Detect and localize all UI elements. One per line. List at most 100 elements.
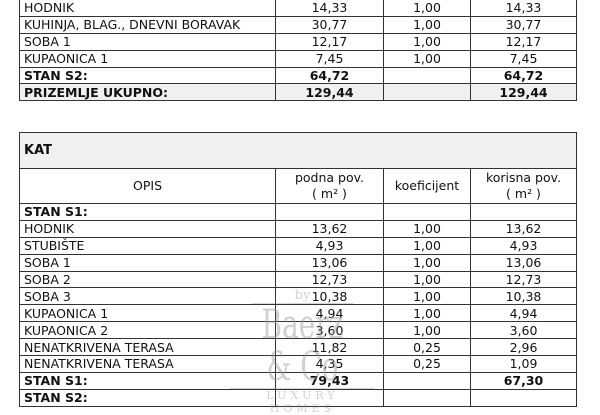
cell-podna: 4,94 bbox=[275, 304, 384, 323]
cell-koef bbox=[383, 371, 471, 390]
cell-korisna: 4,94 bbox=[470, 304, 577, 323]
cell-korisna: 67,30 bbox=[470, 371, 577, 390]
cell-korisna bbox=[470, 388, 577, 407]
cell-podna: 12,73 bbox=[275, 270, 384, 289]
table-row: PRIZEMLJE UKUPNO: 129,44 129,44 bbox=[19, 83, 577, 102]
cell-korisna: 13,06 bbox=[470, 253, 577, 272]
table-row: SOBA 3 10,38 1,00 10,38 bbox=[19, 287, 577, 306]
header-koef: koeficijent bbox=[383, 168, 471, 204]
cell-korisna: 12,73 bbox=[470, 270, 577, 289]
table-row: NENATKRIVENA TERASA 11,82 0,25 2,96 bbox=[19, 338, 577, 357]
table-row: KUPAONICA 2 3,60 1,00 3,60 bbox=[19, 321, 577, 340]
cell-koef bbox=[383, 388, 471, 407]
cell-podna: 79,43 bbox=[275, 371, 384, 390]
cell-koef: 1,00 bbox=[383, 32, 471, 51]
header-korisna: korisna pov.( m² ) bbox=[470, 168, 577, 204]
cell-opis: KUPAONICA 1 bbox=[19, 304, 276, 323]
table-row: SOBA 1 13,06 1,00 13,06 bbox=[19, 253, 577, 272]
cell-koef: 1,00 bbox=[383, 270, 471, 289]
cell-koef: 1,00 bbox=[383, 0, 471, 17]
cell-opis: HODNIK bbox=[19, 0, 276, 17]
table-row: STAN S1: bbox=[19, 203, 577, 221]
cell-koef: 1,00 bbox=[383, 287, 471, 306]
cell-koef: 1,00 bbox=[383, 15, 471, 34]
cell-koef: 1,00 bbox=[383, 49, 471, 68]
cell-podna: 3,60 bbox=[275, 321, 384, 340]
table-row: SOBA 1 12,17 1,00 12,17 bbox=[19, 32, 577, 51]
cell-opis: NENATKRIVENA TERASA bbox=[19, 338, 276, 357]
table-row: STUBIŠTE 4,93 1,00 4,93 bbox=[19, 236, 577, 255]
table-row: KUPAONICA 1 4,94 1,00 4,94 bbox=[19, 304, 577, 323]
cell-podna: 13,62 bbox=[275, 219, 384, 238]
cell-korisna: 129,44 bbox=[470, 83, 577, 102]
cell-opis: PRIZEMLJE UKUPNO: bbox=[19, 83, 276, 102]
cell-opis: KUPAONICA 2 bbox=[19, 321, 276, 340]
cell-podna bbox=[275, 203, 384, 221]
cell-opis: NENATKRIVENA TERASA bbox=[19, 355, 276, 373]
cell-podna: 14,33 bbox=[275, 0, 384, 17]
cell-podna: 30,77 bbox=[275, 15, 384, 34]
cell-koef: 1,00 bbox=[383, 253, 471, 272]
header-korisna-label: korisna pov. bbox=[485, 170, 562, 185]
cell-opis: SOBA 1 bbox=[19, 32, 276, 51]
cell-korisna: 4,93 bbox=[470, 236, 577, 255]
cell-opis: STUBIŠTE bbox=[19, 236, 276, 255]
cell-koef: 1,00 bbox=[383, 219, 471, 238]
cell-opis: SOBA 1 bbox=[19, 253, 276, 272]
cell-podna: 129,44 bbox=[275, 83, 384, 102]
cell-koef bbox=[383, 203, 471, 221]
cell-koef: 0,25 bbox=[383, 338, 471, 357]
cell-korisna: 1,09 bbox=[470, 355, 577, 373]
cell-opis: SOBA 2 bbox=[19, 270, 276, 289]
cell-opis: STAN S1: bbox=[19, 203, 276, 221]
cell-opis: KUHINJA, BLAG., DNEVNI BORAVAK bbox=[19, 15, 276, 34]
cell-podna bbox=[275, 388, 384, 407]
cell-koef: 1,00 bbox=[383, 321, 471, 340]
cell-koef bbox=[383, 83, 471, 102]
table-row: SOBA 2 12,73 1,00 12,73 bbox=[19, 270, 577, 289]
cell-korisna: 7,45 bbox=[470, 49, 577, 68]
table-row: KUPAONICA 1 7,45 1,00 7,45 bbox=[19, 49, 577, 68]
cell-podna: 13,06 bbox=[275, 253, 384, 272]
table-row: STAN S1: 79,43 67,30 bbox=[19, 371, 577, 390]
cell-opis: STAN S2: bbox=[19, 66, 276, 85]
cell-korisna: 12,17 bbox=[470, 32, 577, 51]
cell-opis: HODNIK bbox=[19, 219, 276, 238]
table-row: STAN S2: bbox=[19, 388, 577, 407]
cell-korisna: 30,77 bbox=[470, 15, 577, 34]
kat-table: KAT OPIS podna pov.( m² ) koeficijent ko… bbox=[19, 132, 577, 407]
cell-koef: 0,25 bbox=[383, 355, 471, 373]
cell-podna: 4,93 bbox=[275, 236, 384, 255]
header-podna: podna pov.( m² ) bbox=[275, 168, 384, 204]
column-header-row: OPIS podna pov.( m² ) koeficijent korisn… bbox=[19, 168, 577, 204]
header-podna-unit: ( m² ) bbox=[312, 186, 347, 201]
table-row: NENATKRIVENA TERASA 4,35 0,25 1,09 bbox=[19, 355, 577, 373]
cell-koef: 1,00 bbox=[383, 304, 471, 323]
cell-opis: STAN S1: bbox=[19, 371, 276, 390]
section-title: KAT bbox=[19, 132, 577, 169]
header-opis: OPIS bbox=[19, 168, 276, 204]
section-title-row: KAT bbox=[19, 132, 577, 169]
table-row: HODNIK 13,62 1,00 13,62 bbox=[19, 219, 577, 238]
cell-korisna bbox=[470, 203, 577, 221]
cell-opis: STAN S2: bbox=[19, 388, 276, 407]
table-row: STAN S2: 64,72 64,72 bbox=[19, 66, 577, 85]
cell-opis: SOBA 3 bbox=[19, 287, 276, 306]
cell-podna: 7,45 bbox=[275, 49, 384, 68]
table-row: HODNIK 14,33 1,00 14,33 bbox=[19, 0, 577, 17]
cell-podna: 11,82 bbox=[275, 338, 384, 357]
cell-podna: 10,38 bbox=[275, 287, 384, 306]
cell-korisna: 64,72 bbox=[470, 66, 577, 85]
header-korisna-unit: ( m² ) bbox=[506, 186, 541, 201]
header-podna-label: podna pov. bbox=[294, 170, 365, 185]
cell-podna: 4,35 bbox=[275, 355, 384, 373]
cell-koef bbox=[383, 66, 471, 85]
cell-korisna: 14,33 bbox=[470, 0, 577, 17]
cell-korisna: 10,38 bbox=[470, 287, 577, 306]
table-row: KUHINJA, BLAG., DNEVNI BORAVAK 30,77 1,00 3… bbox=[19, 15, 577, 34]
cell-korisna: 2,96 bbox=[470, 338, 577, 357]
cell-korisna: 3,60 bbox=[470, 321, 577, 340]
cell-opis: KUPAONICA 1 bbox=[19, 49, 276, 68]
cell-podna: 64,72 bbox=[275, 66, 384, 85]
cell-podna: 12,17 bbox=[275, 32, 384, 51]
